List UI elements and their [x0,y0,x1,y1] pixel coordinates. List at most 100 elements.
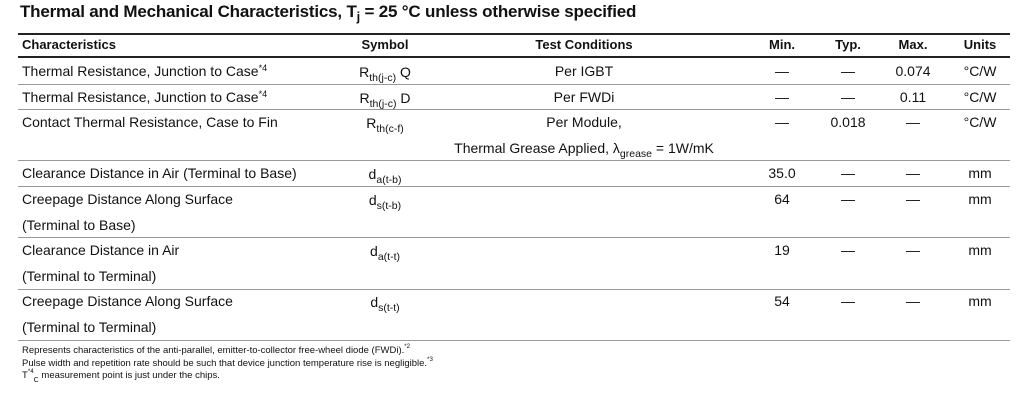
symbol-sub: s(t-t) [378,302,400,314]
symbol-text: d [370,243,378,259]
test-condition: Per Module, [546,114,621,130]
title-subscript: j [356,9,361,24]
symbol-sub: th(c-f) [376,123,404,135]
symbol-text: R [359,64,370,80]
characteristic-text: Thermal Resistance, Junction to Case [22,63,259,79]
units-value: °C/W [963,63,997,79]
symbol-sub: a(t-b) [376,174,402,186]
typ-value: 0.018 [830,114,866,130]
footnote-sup: *3 [427,355,433,363]
test-condition-rest: = 1W/mK [652,139,714,156]
footnote-text: Pulse width and repetition rate should b… [22,357,428,369]
max-value: — [906,191,920,207]
symbol-text: d [368,192,377,208]
table-rule [18,340,1010,341]
characteristic: (Terminal to Terminal) [22,319,156,335]
symbol-sub: a(t-t) [377,251,400,263]
min-value: — [775,63,789,79]
symbol-rest: D [396,90,411,106]
min-value: 54 [774,293,790,309]
footnote: Represents characteristics of the anti-p… [22,343,410,357]
column-header: Symbol [361,37,409,52]
footnote-rest: measurement point is just under the chip… [38,370,220,381]
characteristic: Clearance Distance in Air [22,242,179,258]
symbol: Rth(j-c) Q [359,64,411,83]
test-condition-text: Per FWDi [553,89,615,105]
max-value: — [906,114,920,130]
footnote-sub: C [33,376,39,384]
characteristic: Clearance Distance in Air (Terminal to B… [22,165,297,181]
column-header: Min. [769,37,795,52]
table-rule [18,56,1010,58]
test-condition-text: Per Module, [546,114,622,130]
symbol-text: d [370,294,379,310]
characteristic-text: (Terminal to Terminal) [22,318,157,335]
column-header: Units [963,37,997,52]
column-header: Typ. [835,37,861,52]
characteristic: Creepage Distance Along Surface [22,191,233,207]
min-value: 64 [774,191,790,207]
title: Thermal and Mechanical Characteristics, … [20,2,637,23]
units-value: °C/W [963,89,997,105]
characteristic-text: Creepage Distance Along Surface [22,293,233,309]
column-header: Max. [898,37,928,52]
typ-value: — [841,165,855,181]
characteristic-text: (Terminal to Terminal) [22,267,157,284]
units-value: °C/W [963,114,997,130]
characteristic: (Terminal to Terminal) [22,268,156,284]
symbol: Rth(j-c) D [359,90,411,109]
footnote-sup: *4 [27,368,34,375]
min-value: — [775,114,789,130]
characteristic: Creepage Distance Along Surface [22,293,233,309]
min-value: 35.0 [768,165,796,181]
table-rule [18,186,1010,187]
units-value: mm [968,293,992,309]
typ-value: — [841,89,855,105]
table-rule [18,84,1010,85]
symbol: Rth(c-f) [366,115,404,134]
characteristic-text: Creepage Distance Along Surface [22,191,233,207]
characteristic: Thermal Resistance, Junction to Case*4 [22,89,267,105]
symbol: ds(t-t) [370,294,399,313]
table-rule [18,33,1010,35]
min-value: — [775,89,789,105]
footnote: T*4C measurement point is just under the… [22,368,220,384]
footnote-text: T [22,370,28,381]
test-condition: Thermal Grease Applied, λgrease = 1W/mK [454,139,714,159]
symbol-text: R [359,90,370,106]
symbol-sub: th(j-c) [369,72,397,84]
test-condition: Per FWDi [554,89,615,105]
test-condition-sub: grease [619,147,652,160]
characteristic-text: Thermal Resistance, Junction to Case [22,89,259,105]
typ-value: — [841,63,855,79]
test-condition-text: Per IGBT [554,63,614,79]
characteristic-text: Clearance Distance in Air (Terminal to B… [22,165,297,181]
symbol-text: d [368,166,377,182]
symbol: ds(t-b) [368,192,401,211]
typ-value: — [841,293,855,309]
characteristic-text: Clearance Distance in Air [22,242,180,258]
test-condition: Per IGBT [555,63,613,79]
characteristic: (Terminal to Base) [22,217,136,233]
table-rule [18,237,1010,238]
max-value: — [906,242,920,258]
characteristic-text: (Terminal to Base) [22,216,136,233]
symbol-rest: Q [396,64,411,80]
footnote-text: Represents characteristics of the anti-p… [22,345,405,356]
column-header: Test Conditions [535,37,633,52]
title-rest: = 25 °C unless otherwise specified [360,2,637,21]
table-rule [18,289,1010,290]
symbol: da(t-b) [368,166,402,185]
table-rule [18,109,1010,110]
typ-value: — [841,242,855,258]
max-value: 0.11 [899,89,927,105]
table-rule [18,160,1010,161]
test-condition-text: Thermal Grease Applied, λ [454,139,620,156]
characteristic: Thermal Resistance, Junction to Case*4 [22,63,267,79]
min-value: 19 [774,242,790,258]
characteristic-text: Contact Thermal Resistance, Case to Fin [22,114,278,130]
characteristic-sup: *4 [258,89,268,99]
characteristic: Contact Thermal Resistance, Case to Fin [22,114,278,130]
max-value: — [906,293,920,309]
